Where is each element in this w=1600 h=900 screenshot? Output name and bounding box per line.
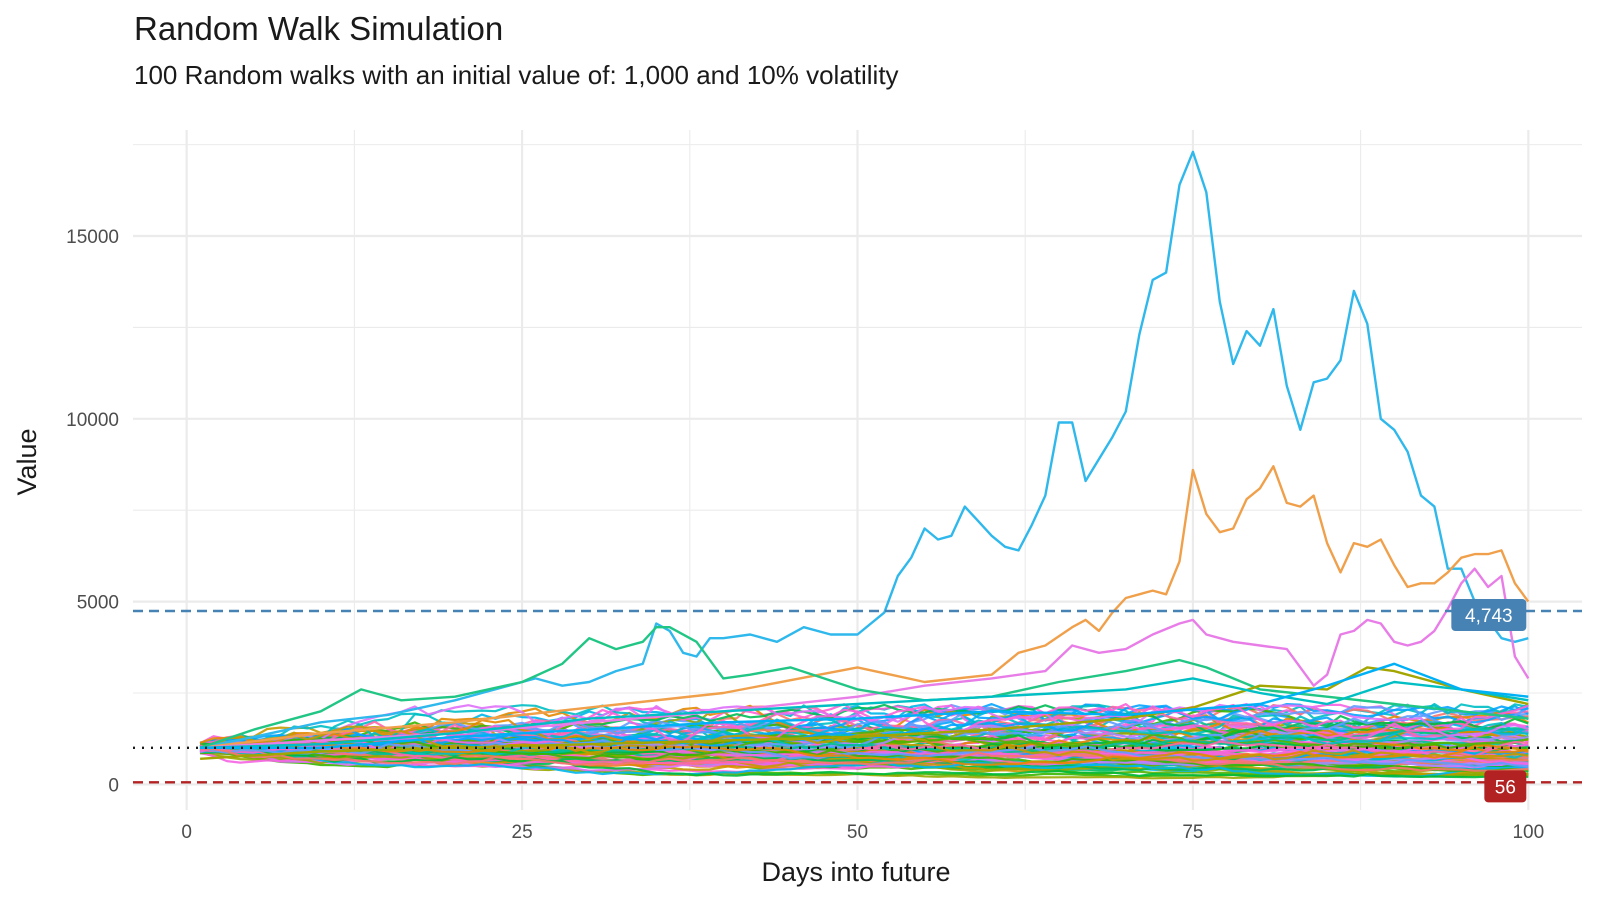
walk-line-highlight bbox=[200, 677, 1529, 749]
y-tick-label: 0 bbox=[108, 775, 119, 796]
x-tick-label: 50 bbox=[847, 822, 868, 843]
reference-lines: 4,743 56 bbox=[133, 599, 1582, 803]
highlighted-walks bbox=[199, 150, 1530, 760]
x-tick-label: 75 bbox=[1182, 822, 1203, 843]
walk-line bbox=[200, 740, 1529, 765]
y-tick-label: 15000 bbox=[66, 227, 119, 248]
chart-subtitle: 100 Random walks with an initial value o… bbox=[134, 60, 899, 90]
x-tick-label: 25 bbox=[512, 822, 533, 843]
reference-label-box bbox=[1484, 770, 1527, 803]
walk-line bbox=[199, 703, 1529, 753]
walk-line-highlight bbox=[200, 666, 1529, 760]
walk-line-highlight bbox=[199, 465, 1530, 749]
walk-line bbox=[200, 747, 1529, 772]
reference-label: 4,743 bbox=[1465, 606, 1513, 627]
reference-label: 56 bbox=[1495, 777, 1516, 798]
x-axis-label: Days into future bbox=[761, 857, 950, 887]
y-tick-label: 10000 bbox=[66, 410, 119, 431]
walk-line-highlight bbox=[200, 567, 1530, 749]
reference-label-box bbox=[1451, 599, 1527, 632]
x-tick-label: 100 bbox=[1512, 822, 1544, 843]
walk-line bbox=[199, 737, 1529, 773]
y-tick-label: 5000 bbox=[77, 593, 119, 614]
y-axis-label: Value bbox=[12, 428, 42, 495]
walk-line-highlight bbox=[199, 150, 1529, 749]
axis-ticks: 0 25 50 75 100 0 5000 10000 15000 bbox=[66, 227, 1544, 843]
walk-line-highlight bbox=[200, 662, 1529, 749]
walk-line-highlight bbox=[199, 626, 1529, 749]
x-tick-label: 0 bbox=[181, 822, 192, 843]
chart-title: Random Walk Simulation bbox=[134, 10, 503, 47]
walk-line bbox=[199, 728, 1529, 752]
walk-line bbox=[200, 744, 1529, 779]
